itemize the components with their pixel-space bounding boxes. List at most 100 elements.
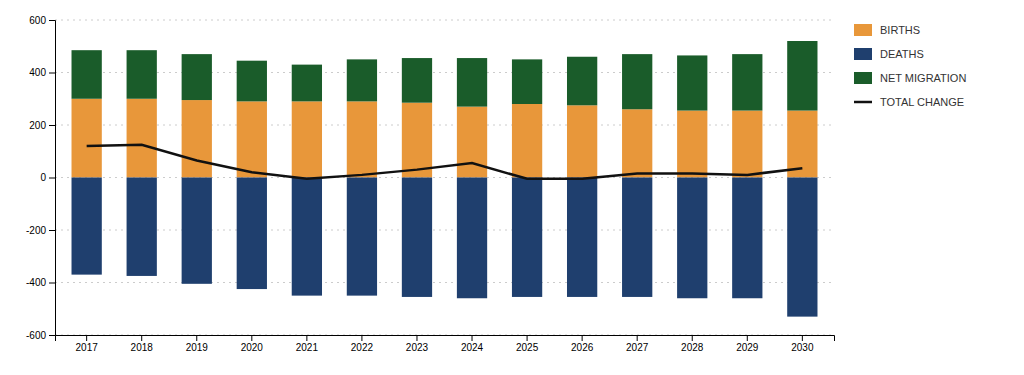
legend-swatch (854, 72, 872, 84)
x-tick: 2025 (516, 335, 539, 353)
grid-line (55, 177, 834, 178)
bar (787, 41, 817, 111)
bar (732, 111, 762, 178)
y-tick-mark (49, 73, 55, 74)
marks (72, 41, 818, 317)
bar (677, 178, 707, 299)
y-tick-label: 400 (29, 67, 46, 78)
x-tick-label: 2028 (681, 342, 704, 353)
x-tick-mark (582, 335, 583, 341)
x-tick-mark (251, 335, 252, 341)
x-tick-mark (416, 335, 417, 341)
bar (622, 178, 652, 297)
bar (457, 178, 487, 299)
bar (292, 65, 322, 102)
x-tick: 2019 (186, 335, 209, 353)
bar (512, 104, 542, 178)
grid-line (55, 20, 834, 21)
plot: 2017201820192020202120222023202420252026… (26, 15, 835, 353)
legend-label: DEATHS (880, 48, 924, 60)
bar (677, 111, 707, 178)
bar (237, 178, 267, 290)
x-tick-mark (747, 335, 748, 341)
x-tick-label: 2018 (131, 342, 154, 353)
bar (677, 55, 707, 110)
x-tick-mark (637, 335, 638, 341)
x-tick: 2029 (736, 335, 759, 353)
y-tick-label: 200 (29, 120, 46, 131)
bar (402, 103, 432, 178)
legend-item: NET MIGRATION (854, 72, 966, 84)
x-axis-line (56, 336, 835, 342)
legend-item: DEATHS (854, 48, 924, 60)
legend-label: BIRTHS (880, 24, 920, 36)
legend-label: TOTAL CHANGE (880, 96, 964, 108)
bar (347, 178, 377, 296)
x-tick: 2021 (296, 335, 319, 353)
bar (787, 178, 817, 317)
y-axis-line (49, 21, 56, 336)
legend-item: TOTAL CHANGE (854, 96, 964, 108)
x-tick: 2030 (791, 335, 814, 353)
legend-label: NET MIGRATION (880, 72, 966, 84)
bar (347, 59, 377, 101)
y-tick-mark (49, 125, 55, 126)
legend: BIRTHS DEATHS NET MIGRATION TOTAL CHANGE (854, 24, 966, 108)
y-axis: -600 -400 -200 0 200 400 600 (26, 15, 56, 341)
bar (457, 58, 487, 107)
y-tick-label: 0 (40, 172, 46, 183)
legend-swatch (854, 48, 872, 60)
y-tick: 0 (40, 172, 55, 183)
bar (402, 178, 432, 297)
x-tick-label: 2017 (76, 342, 99, 353)
x-tick-mark (86, 335, 87, 341)
bar (732, 54, 762, 110)
legend-swatch (854, 24, 872, 36)
bar (237, 101, 267, 177)
x-tick-label: 2026 (571, 342, 594, 353)
bar (292, 101, 322, 177)
bar (567, 178, 597, 297)
bar (622, 109, 652, 177)
y-tick-mark (49, 283, 55, 284)
y-tick: -200 (26, 225, 55, 236)
legend-item: BIRTHS (854, 24, 920, 36)
bar (622, 54, 652, 109)
bar (292, 178, 322, 296)
y-tick: -600 (26, 330, 55, 341)
y-tick-label: 600 (29, 15, 46, 26)
bar (787, 111, 817, 178)
bar (732, 178, 762, 299)
bar (402, 58, 432, 103)
bar (512, 59, 542, 104)
x-tick-label: 2019 (186, 342, 209, 353)
x-tick: 2027 (626, 335, 649, 353)
x-tick: 2022 (351, 335, 374, 353)
y-tick: -400 (26, 277, 55, 288)
grid-line (55, 282, 834, 283)
grid-line (55, 230, 834, 231)
x-tick-mark (472, 335, 473, 341)
chart: 2017201820192020202120222023202420252026… (0, 0, 1024, 375)
bar (567, 105, 597, 177)
legend-swatch (854, 101, 872, 104)
bar (347, 101, 377, 177)
x-tick: 2026 (571, 335, 594, 353)
x-tick-label: 2023 (406, 342, 429, 353)
y-tick-mark (49, 20, 55, 21)
y-tick-label: -600 (26, 330, 46, 341)
bar (72, 99, 102, 178)
bar (72, 50, 102, 99)
bar (512, 178, 542, 297)
y-tick-mark (49, 230, 55, 231)
x-tick-label: 2030 (791, 342, 814, 353)
y-tick: 600 (29, 15, 55, 26)
y-tick-label: -400 (26, 277, 46, 288)
y-tick: 200 (29, 120, 55, 131)
grid (55, 20, 834, 335)
bar (72, 178, 102, 275)
x-tick-mark (306, 335, 307, 341)
bar-series (72, 41, 818, 111)
grid-line (55, 72, 834, 73)
x-tick: 2020 (241, 335, 264, 353)
